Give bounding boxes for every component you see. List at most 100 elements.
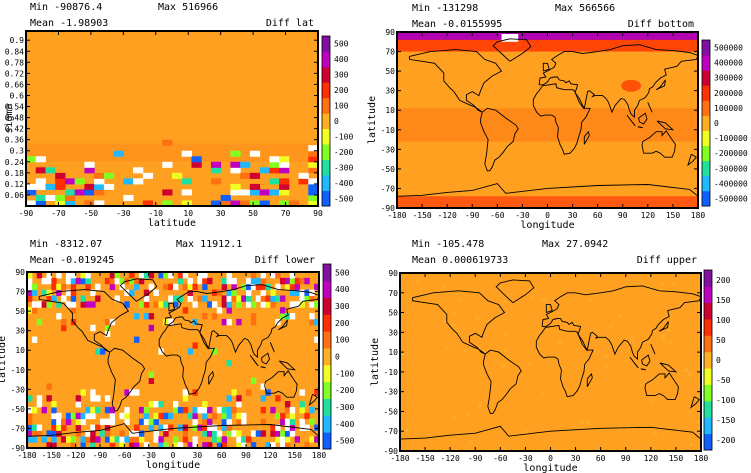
data-cell [308, 161, 318, 168]
data-cell [26, 183, 37, 190]
data-cell [250, 442, 257, 448]
data-cell [90, 406, 96, 414]
data-cell [202, 295, 208, 302]
data-cell [299, 389, 305, 396]
data-cell [114, 272, 120, 279]
x-tick-label: 30 [193, 451, 203, 460]
data-cell [558, 339, 563, 343]
data-cell [221, 424, 228, 431]
data-cell [80, 272, 86, 279]
data-cell [298, 178, 309, 185]
data-cell [65, 436, 72, 443]
x-tick-label: -120 [438, 211, 457, 220]
y-tick-label: 30 [388, 328, 398, 337]
data-cell [46, 272, 52, 279]
y-tick-label: -30 [381, 145, 396, 154]
data-cell [226, 301, 232, 308]
data-cell [231, 295, 237, 302]
y-tick-label: 90 [15, 268, 25, 277]
colorbar-tick-label: 50 [716, 336, 726, 345]
data-cell [309, 318, 315, 326]
data-cell [541, 299, 546, 303]
data-cell [27, 430, 33, 437]
colorbar-segment [704, 302, 712, 320]
data-cell [168, 295, 174, 302]
data-cell [173, 436, 179, 443]
data-cell [502, 333, 507, 337]
data-cell [182, 272, 189, 279]
x-tick-label: 70 [281, 209, 291, 218]
data-cell [279, 183, 290, 190]
data-cell [138, 272, 145, 279]
data-cell [690, 443, 695, 447]
data-cell [280, 313, 286, 320]
data-cell [95, 348, 101, 355]
data-cell [80, 277, 86, 285]
y-tick-label: 0.66 [5, 80, 24, 89]
data-cell [90, 430, 96, 437]
data-cell [211, 313, 218, 320]
y-tick-label: 70 [388, 289, 398, 298]
data-cell [226, 360, 232, 367]
data-cell [192, 418, 198, 426]
data-cell [270, 430, 276, 437]
colorbar-tick-label: 300 [334, 71, 349, 80]
data-cell [158, 442, 164, 448]
data-cell [260, 283, 266, 291]
data-cell [70, 412, 77, 420]
data-cell [46, 301, 52, 308]
x-tick-label: 150 [666, 211, 681, 220]
data-cell [197, 406, 203, 414]
data-cell [207, 301, 213, 308]
stat-mean: Mean -0.019245 [30, 255, 114, 266]
data-cell [231, 283, 237, 291]
data-cell [230, 150, 241, 157]
data-cell [270, 295, 276, 302]
data-cell [294, 436, 301, 443]
data-cell [221, 295, 228, 302]
stat-max: Max 566566 [555, 3, 615, 14]
data-cell [133, 178, 144, 185]
data-cell [85, 436, 91, 443]
data-cell [236, 442, 242, 448]
data-cell [568, 429, 573, 433]
data-cell [265, 389, 271, 396]
data-cell [280, 307, 286, 314]
data-cell [279, 189, 290, 196]
data-cell [46, 442, 52, 448]
data-cell [90, 389, 96, 396]
colorbar-segment [322, 175, 330, 191]
y-tick-label: 90 [385, 28, 395, 37]
data-cell [114, 277, 120, 285]
data-cell [294, 283, 301, 291]
coastline [27, 423, 319, 437]
data-cell [31, 301, 38, 308]
data-cell [259, 200, 270, 206]
data-cell [109, 277, 116, 285]
y-tick-label: 0.24 [5, 158, 24, 167]
y-tick-label: 0.84 [5, 47, 24, 56]
data-cell [46, 295, 52, 302]
stat-min: Min -8312.07 [30, 239, 102, 250]
colorbar-tick-label: -200 [335, 386, 354, 395]
data-cell [250, 283, 257, 291]
data-cell [250, 430, 257, 437]
data-cell [226, 406, 232, 414]
data-cell [236, 318, 242, 326]
data-cell [191, 156, 202, 163]
data-cell [221, 277, 228, 285]
coastline [107, 347, 146, 412]
data-cell [95, 295, 101, 302]
data-cell [289, 301, 296, 308]
data-cell [27, 395, 33, 402]
data-cell [158, 436, 164, 443]
coastline [483, 349, 522, 414]
data-cell [250, 318, 257, 326]
data-cell [661, 333, 666, 337]
colorbar-tick-label: 500 [335, 268, 350, 277]
colorbar-tick-label: -200000 [714, 149, 748, 158]
data-cell [309, 436, 315, 443]
stat-min: Min -105.478 [412, 239, 484, 250]
colorbar-segment [704, 319, 712, 336]
data-cell [279, 178, 290, 185]
